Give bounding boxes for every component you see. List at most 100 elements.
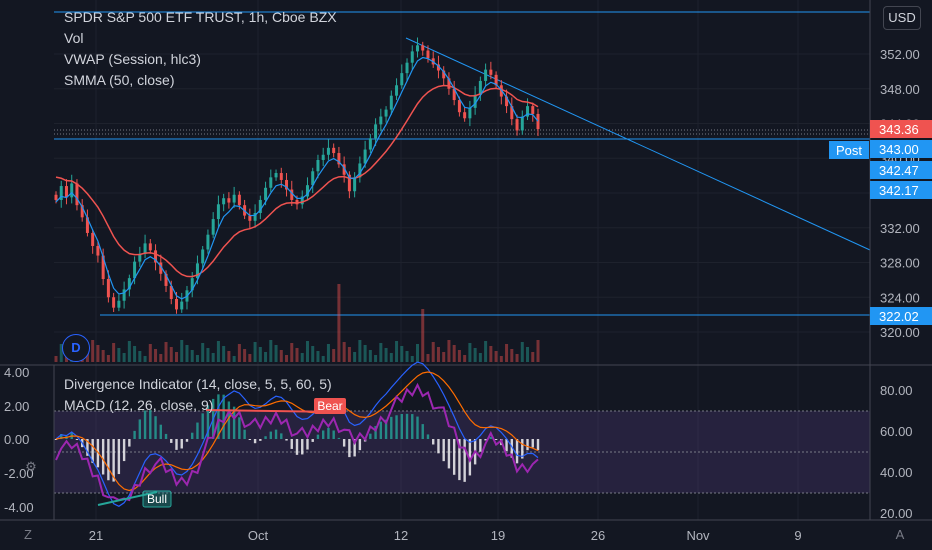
volume-bar xyxy=(243,349,247,362)
bull-label-text: Bull xyxy=(147,492,167,506)
volume-bar xyxy=(384,348,388,362)
histogram-bar xyxy=(379,421,383,439)
price-label-text: 342.47 xyxy=(879,163,919,178)
candle-body xyxy=(85,217,89,233)
volume-bar xyxy=(431,342,435,362)
auto-scale-button[interactable]: A xyxy=(895,527,905,542)
price-labels: 343.36 343.00 342.47 342.17 322.02 xyxy=(870,120,932,325)
volume-bar xyxy=(112,343,116,362)
volume-bar xyxy=(85,352,89,362)
candle-body xyxy=(358,163,362,178)
price-label-box xyxy=(870,120,932,138)
candle-body xyxy=(106,279,110,298)
candle-body xyxy=(484,69,488,81)
volume-bar xyxy=(353,352,357,362)
volume-bar xyxy=(295,348,299,362)
histogram-bar xyxy=(60,434,63,439)
candle-body xyxy=(447,78,451,89)
volume-bar xyxy=(258,347,262,362)
time-tick-label: Nov xyxy=(686,528,710,543)
legend-volume[interactable]: Vol xyxy=(64,30,84,46)
candle-body xyxy=(442,70,446,79)
candle-body xyxy=(363,149,367,164)
candle-body xyxy=(127,278,131,290)
volume-bar xyxy=(232,356,236,362)
volume-bar xyxy=(96,345,100,362)
main-legend: SPDR S&P 500 ETF TRUST, 1h, Cboe BZX Vol… xyxy=(64,7,337,91)
gear-icon[interactable]: ⚙ xyxy=(25,459,37,474)
histogram-bar xyxy=(484,439,487,441)
volume-bar xyxy=(237,344,241,362)
dividend-badge[interactable]: D xyxy=(62,334,90,362)
volume-bar xyxy=(164,342,168,362)
candle-body xyxy=(279,173,283,180)
histogram-bar xyxy=(405,413,409,439)
vwap-line xyxy=(55,56,539,300)
histogram-bar xyxy=(154,416,157,439)
candle-body xyxy=(253,212,257,221)
volume-bar xyxy=(305,341,309,362)
volume-bar xyxy=(379,343,383,362)
macd-tick-label: -2.00 xyxy=(4,466,34,481)
candle-body xyxy=(274,173,278,178)
histogram-bar xyxy=(227,401,231,439)
volume-bar xyxy=(185,345,189,362)
macd-tick-label: 2.00 xyxy=(4,399,29,414)
volume-bar xyxy=(122,353,126,362)
legend-macd[interactable]: MACD (12, 26, close, 9) xyxy=(64,397,214,413)
legend-vwap[interactable]: VWAP (Session, hlc3) xyxy=(64,51,201,67)
histogram-bar xyxy=(416,416,419,439)
legend-divergence-indicator[interactable]: Divergence Indicator (14, close, 5, 5, 6… xyxy=(64,376,332,392)
volume-bar xyxy=(410,356,414,362)
histogram-bar xyxy=(411,414,414,439)
price-label-box xyxy=(870,140,932,158)
histogram-bar xyxy=(101,439,105,475)
candle-body xyxy=(101,255,105,280)
candle-body xyxy=(190,278,194,291)
histogram-bar xyxy=(321,430,325,439)
histogram-bar xyxy=(133,430,136,439)
candle-body xyxy=(452,88,456,101)
candle-body xyxy=(164,273,168,286)
time-tick-label: Oct xyxy=(248,528,269,543)
histogram-bar xyxy=(311,439,314,442)
histogram-bar xyxy=(348,439,351,458)
volume-bar xyxy=(138,351,142,362)
candle-body xyxy=(169,285,173,299)
candle-body xyxy=(180,301,184,310)
candle-body xyxy=(515,119,519,131)
volume-bar xyxy=(363,345,367,362)
volume-bar xyxy=(274,345,278,362)
histogram-bar xyxy=(510,439,514,458)
currency-button[interactable]: USD xyxy=(883,6,921,30)
volume-bar xyxy=(201,343,205,362)
legend-smma[interactable]: SMMA (50, close) xyxy=(64,72,175,88)
price-tick-label: 348.00 xyxy=(880,82,920,97)
candle-body xyxy=(316,159,320,172)
volume-bar xyxy=(489,346,493,362)
volume-bar xyxy=(133,346,137,362)
symbol-title[interactable]: SPDR S&P 500 ETF TRUST, 1h, Cboe BZX xyxy=(64,9,337,25)
volume-bar xyxy=(457,350,461,362)
volume-bar xyxy=(452,345,456,362)
candle-body xyxy=(248,215,252,221)
histogram-bar xyxy=(285,439,288,441)
candle-body xyxy=(305,185,309,197)
candle-body xyxy=(520,116,524,131)
histogram-bar xyxy=(395,415,398,439)
candle-body xyxy=(264,187,268,200)
volume-bar xyxy=(211,353,215,362)
histogram-bar xyxy=(358,439,362,451)
candle-body xyxy=(54,194,58,200)
histogram-bar xyxy=(536,439,540,451)
candle-body xyxy=(463,112,467,119)
candle-body xyxy=(536,113,540,130)
candle-body xyxy=(80,205,84,218)
histogram-bar xyxy=(117,439,121,475)
time-axis: 21 Oct 12 19 26 Nov 9 xyxy=(89,528,802,543)
candle-body xyxy=(531,106,535,114)
zoom-button[interactable]: Z xyxy=(24,527,32,542)
volume-bar xyxy=(499,356,503,362)
candle-body xyxy=(410,51,414,63)
macd-tick-label: 4.00 xyxy=(4,365,29,380)
